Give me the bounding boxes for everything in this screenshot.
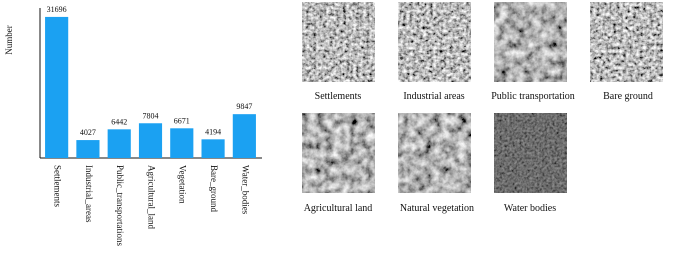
value-label: 4027 (80, 128, 96, 137)
value-label: 31696 (47, 5, 67, 14)
value-label: 9847 (236, 102, 252, 111)
caption: Water bodies (504, 203, 556, 214)
x-tick-label: Public_transportations (115, 165, 125, 246)
x-tick-label: Water_bodies (240, 165, 250, 215)
bar (45, 17, 68, 158)
bar (139, 123, 162, 158)
caption: Industrial areas (403, 91, 464, 102)
y-axis-label: Number (4, 25, 14, 55)
value-label: 4194 (205, 127, 221, 136)
bar (108, 129, 131, 158)
caption: Bare ground (603, 91, 653, 102)
x-tick-label: Industrial_areas (84, 165, 94, 223)
value-label: 7804 (143, 111, 159, 120)
caption: Public transportation (491, 91, 575, 102)
thumbnail (302, 2, 375, 82)
thumbnail (302, 113, 375, 193)
caption: Natural vegetation (400, 203, 474, 214)
bar (76, 140, 99, 158)
x-tick-label: Agricultural_land (146, 165, 156, 229)
bar (233, 114, 256, 158)
thumbnail (590, 2, 663, 82)
value-label: 6442 (111, 117, 127, 126)
thumbnail (398, 113, 471, 193)
thumbnail (494, 2, 567, 82)
bar (201, 139, 224, 158)
value-label: 6671 (174, 116, 190, 125)
x-tick-label: Vegetation (178, 165, 188, 204)
x-tick-label: Bare_ground (209, 165, 219, 212)
thumbnail (398, 2, 471, 82)
bar (170, 128, 193, 158)
thumbnail (494, 113, 567, 193)
caption: Agricultural land (304, 203, 373, 214)
caption: Settlements (315, 91, 362, 102)
figure: Number Settlements Industrial areas Publ… (0, 0, 689, 265)
x-tick-label: Settlements (53, 165, 63, 207)
